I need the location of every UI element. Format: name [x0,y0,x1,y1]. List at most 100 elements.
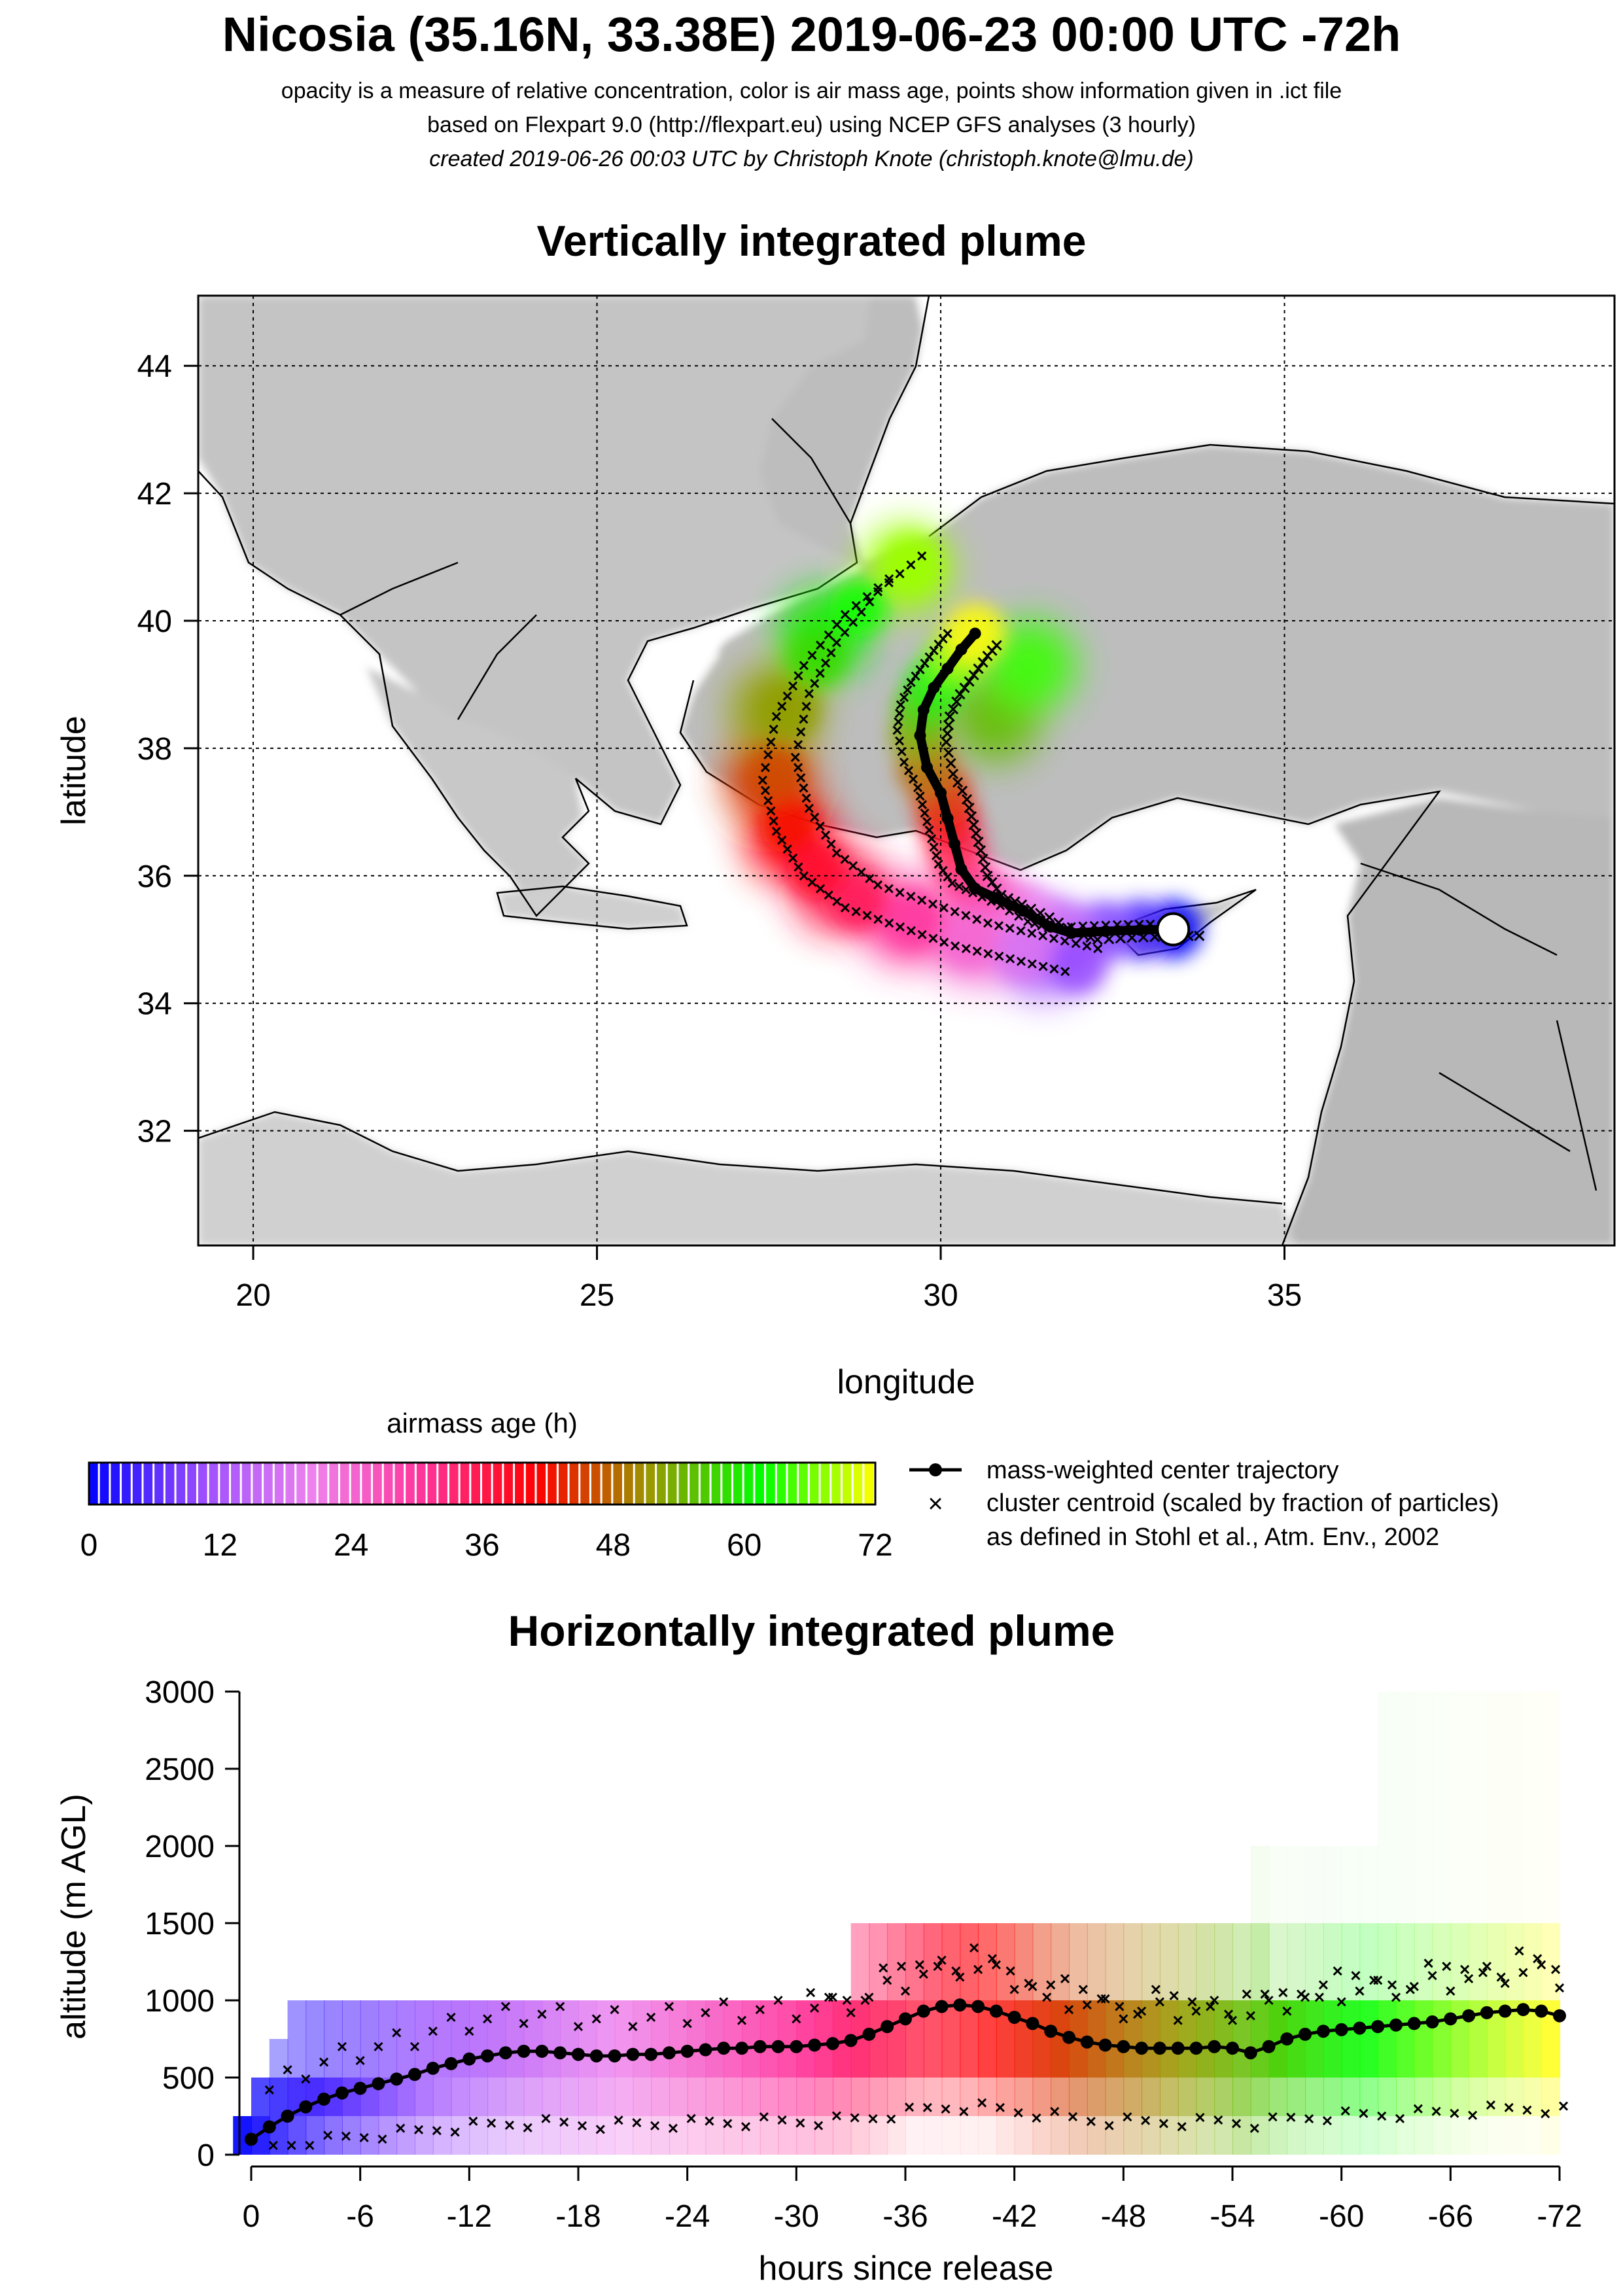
colorbar-cell [809,1463,819,1505]
cluster-centroid [810,812,820,822]
profile-cluster-centroid [1068,2112,1078,2122]
cluster-centroid [799,714,809,724]
colorbar-cell [329,1463,338,1505]
cluster-centroid [804,803,814,813]
profile-cell [1123,1923,1143,2000]
cluster-centroid [1194,930,1205,941]
cluster-centroid [1049,964,1059,974]
profile-cluster-centroid [1242,1989,1251,1999]
profile-cell [1305,2116,1324,2155]
profile-cluster-centroid [268,2140,278,2150]
profile-cell [1487,1846,1506,1923]
profile-cluster-centroid [1522,2105,1532,2115]
profile-trajectory-point [372,2077,385,2091]
cluster-centroid [924,826,934,835]
profile-cell [1250,1923,1270,2000]
profile-cluster-centroid [686,2113,696,2123]
land-north-africa [198,1112,1295,1245]
profile-cell [1159,1923,1179,2000]
cluster-centroid [991,640,1002,651]
profile-cluster-centroid [1086,2117,1096,2127]
cluster-centroid [873,583,883,593]
cluster-centroid [928,933,938,943]
profile-cluster-centroid [1351,1971,1361,1981]
colorbar-cell [296,1463,305,1505]
profile-cell [832,2078,852,2116]
profile-cluster-centroid [341,2131,351,2141]
cluster-centroid [771,712,781,722]
profile-y-tick-label: 0 [197,2138,215,2173]
profile-cluster-centroid [1119,2014,1128,2024]
profile-cluster-centroid [741,2122,751,2132]
profile-cluster-centroid [392,2028,402,2038]
coast-europe [198,296,930,917]
colorbar-cell [111,1463,120,1505]
profile-trajectory-point [717,2042,731,2055]
profile-cluster-centroid [523,2123,532,2132]
colorbar-tick-label: 12 [203,1528,237,1563]
profile-trajectory-point [1480,2006,1493,2019]
colorbar-cell [154,1463,164,1505]
profile-cell [742,2116,761,2155]
colorbar-cell [580,1463,589,1505]
profile-trajectory-point [281,2110,294,2123]
profile-cluster-centroid [955,1972,965,1982]
colorbar-cell [438,1463,447,1505]
profile-cluster-centroid [860,1995,870,2006]
profile-trajectory-point [1371,2020,1385,2034]
profile-cell [1178,2116,1197,2155]
profile-cell [1250,2078,1270,2116]
profile-cell [1178,2000,1197,2078]
cluster-centroid [851,907,861,916]
profile-trajectory-point [1316,2025,1330,2038]
profile-cell [887,2078,906,2116]
cluster-centroid [917,800,928,810]
colorbar-cell [799,1463,808,1505]
profile-trajectory-point [1353,2021,1367,2035]
profile-cell [1433,1692,1452,1846]
profile-cluster-centroid [1078,1985,1088,1994]
border-lines [340,418,1597,1191]
profile-cluster-centroid [595,2125,605,2134]
profile-trajectory-point [535,2044,549,2058]
profile-cell [1396,1692,1415,1846]
colorbar-cell [504,1463,514,1505]
profile-y-tick-label: 2000 [145,1830,215,1864]
cluster-centroid [865,597,875,607]
profile-y-axis-label: altitude (m AGL) [55,1794,93,2040]
map-land-layer [198,296,1614,1245]
cluster-centroid [763,795,773,806]
colorbar-cell [89,1463,98,1505]
colorbar-cell [449,1463,459,1505]
colorbar-cell [340,1463,349,1505]
profile-trajectory-point [1462,2009,1476,2023]
profile-cell [1287,1846,1306,1923]
cluster-centroid [947,703,959,715]
cluster-centroid [766,737,776,747]
profile-trajectory-point [1007,2010,1021,2024]
subtitle-line-3: created 2019-06-26 00:03 UTC by Christop… [429,147,1194,171]
profile-cell [724,2078,742,2116]
profile-trajectory-point [299,2100,313,2113]
cluster-centroid [920,809,930,818]
profile-cluster-centroid [737,2015,747,2025]
profile-cluster-centroid [1155,1997,1164,2007]
profile-cell [1378,1846,1397,1923]
cluster-centroid [951,941,960,951]
profile-trajectory-point [498,2046,512,2060]
trajectory-point [917,704,930,716]
profile-cell [578,2078,597,2116]
plume-blob [984,619,1076,712]
profile-cluster-centroid [628,2022,638,2032]
profile-trajectory-point [1335,2023,1348,2036]
legend-cluster-label: cluster centroid (scaled by fraction of … [986,1489,1499,1517]
profile-cell [1196,2116,1215,2155]
profile-cell [1232,1923,1251,2000]
profile-trajectory-point [1498,2004,1512,2018]
profile-cell [1305,1846,1324,1923]
profile-cluster-centroid [1387,1980,1397,1990]
profile-trajectory-point [1026,2017,1039,2030]
profile-cluster-centroid [1024,1978,1034,1989]
cluster-centroid [831,848,841,858]
profile-cell [560,2078,579,2116]
